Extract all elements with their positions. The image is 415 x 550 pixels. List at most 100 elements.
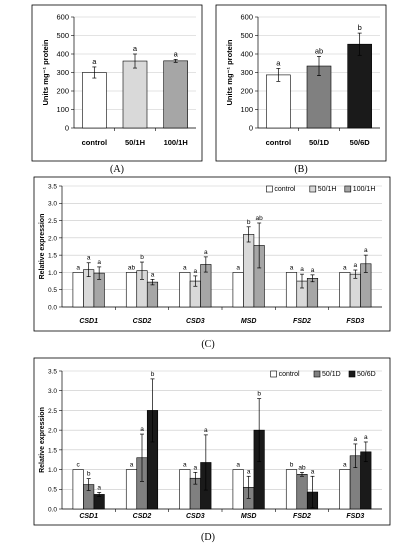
panel-d-bar	[179, 469, 191, 510]
panel-c-category-label: FSD2	[293, 318, 311, 325]
panel-d: 0.0 0.5 1.0 1.5 2.0 2.5 3.0 3.5 Relative express…	[33, 357, 391, 543]
panel-c-significance-letter: a	[151, 271, 155, 278]
panel-d-ytick-label: 2.0	[48, 428, 57, 435]
panel-a-bar	[82, 72, 107, 129]
panel-b-significance-letter: ab	[315, 46, 323, 55]
panel-c-legend-swatch	[266, 185, 273, 193]
panel-c-bar	[306, 278, 319, 308]
panel-d-significance-letter: c	[77, 462, 81, 469]
panel-c-bar	[285, 272, 298, 308]
panel-d-significance-letter: a	[247, 468, 251, 475]
panel-c: 0.0 0.5 1.0 1.5 2.0 2.5 3.0 3.5 Relative express…	[33, 176, 391, 350]
panel-d-legend-label: 50/6D	[357, 371, 376, 378]
panel-c-legend-label: control	[274, 186, 295, 193]
panel-c-significance-letter: a	[364, 247, 368, 254]
panel-d-significance-letter: a	[343, 462, 347, 469]
panel-d-bar	[285, 469, 298, 510]
panel-c-ytick-label: 1.0	[48, 270, 57, 277]
panel-c-bar	[179, 272, 191, 308]
panel-d-category-label: CSD3	[186, 513, 205, 520]
panel-d-bar	[296, 474, 308, 510]
panel-d-ytick-label: 1.5	[48, 447, 57, 454]
panel-a-category-label: control	[82, 138, 107, 147]
panel-c-significance-letter: ab	[128, 264, 136, 271]
panel-a-significance-letter: a	[133, 44, 138, 53]
panel-d-significance-letter: a	[183, 462, 187, 469]
panel-c-bar	[339, 272, 351, 308]
panel-c-significance-letter: b	[247, 219, 251, 226]
panel-d-significance-letter: a	[236, 462, 240, 469]
panel-a-ytick-label: 300	[56, 68, 69, 77]
panel-d-legend-swatch	[313, 370, 321, 378]
panel-a-ytick-label: 400	[56, 49, 69, 58]
panel-c-bar	[349, 273, 361, 308]
panel-b-plot: 0 100 200 300 400 500 600 Units mg⁻¹ protein con…	[225, 12, 380, 147]
panel-b-category-label: control	[266, 138, 291, 147]
panel-d-bar	[232, 469, 244, 510]
panel-c-bar	[232, 272, 244, 308]
panel-c-significance-letter: b	[140, 254, 144, 261]
panel-c-bar	[243, 234, 255, 308]
panel-c-legend-label: 50/1H	[318, 186, 337, 193]
panel-d-bar	[339, 469, 351, 510]
panel-b-ytick-label: 500	[240, 31, 253, 40]
panel-c-significance-letter: a	[290, 264, 294, 271]
panel-b-bar	[347, 43, 372, 129]
panel-d-category-label: CSD1	[79, 513, 98, 520]
panel-d-significance-letter: a	[194, 464, 198, 471]
panel-c-significance-letter: a	[354, 262, 358, 269]
panel-d-significance-letter: a	[311, 468, 315, 475]
panel-b-bar	[266, 74, 291, 129]
panel-d-significance-letter: b	[290, 462, 294, 469]
panel-a-ytick-label: 200	[56, 86, 69, 95]
panel-c-ytick-label: 1.5	[48, 253, 57, 260]
panel-d-label: (D)	[201, 532, 215, 543]
panel-d-y-axis-label: Relative expression	[39, 407, 46, 473]
panel-c-legend-label: 100/1H	[353, 186, 376, 193]
panel-c-significance-letter: a	[97, 259, 101, 266]
panel-a-ytick-label: 0	[65, 123, 69, 132]
panel-a: 0 100 200 300 400 500 600 Units mg⁻¹ protein con…	[31, 4, 203, 175]
panel-a-ytick-label: 100	[56, 105, 69, 114]
panel-c-ytick-label: 2.5	[48, 218, 57, 225]
panel-a-significance-letter: a	[92, 57, 97, 66]
panel-d-category-label: CSD2	[133, 513, 152, 520]
panel-a-ytick-label: 500	[56, 31, 69, 40]
panel-c-category-label: MSD	[241, 318, 257, 325]
panel-c-category-label: CSD1	[79, 318, 98, 325]
panel-d-legend-label: control	[279, 371, 300, 378]
panel-d-significance-letter: a	[204, 427, 208, 434]
panel-d-significance-letter: ab	[298, 464, 306, 471]
panel-d-category-label: FSD2	[293, 513, 311, 520]
panel-c-category-label: FSD3	[346, 318, 364, 325]
panel-d-significance-letter: b	[151, 371, 155, 378]
panel-b-ytick-label: 0	[249, 123, 253, 132]
panel-d-category-label: FSD3	[346, 513, 364, 520]
panel-d-ytick-label: 1.0	[48, 467, 57, 474]
panel-d-significance-letter: a	[364, 434, 368, 441]
panel-d-ytick-label: 3.5	[48, 368, 57, 375]
panel-b-category-label: 50/6D	[350, 138, 371, 147]
panel-c-category-label: CSD3	[186, 318, 205, 325]
panel-c-category-label: CSD2	[133, 318, 152, 325]
panel-d-ytick-label: 0.5	[48, 487, 57, 494]
panel-c-significance-letter: a	[343, 264, 347, 271]
panel-a-plot: 0 100 200 300 400 500 600 Units mg⁻¹ protein con…	[41, 12, 196, 147]
panel-c-legend-swatch	[309, 185, 317, 193]
panel-a-bar	[122, 60, 148, 129]
panel-d-ytick-label: 2.5	[48, 408, 57, 415]
panel-d-significance-letter: a	[140, 426, 144, 433]
panel-c-significance-letter: a	[87, 255, 91, 262]
panel-c-label: (C)	[201, 339, 214, 350]
panel-d-plot: 0.0 0.5 1.0 1.5 2.0 2.5 3.0 3.5 Relative express…	[39, 368, 382, 520]
panel-d-legend-swatch	[270, 370, 277, 378]
panel-c-significance-letter: a	[76, 264, 80, 271]
panel-c-ytick-label: 0.0	[48, 304, 57, 311]
panel-b-significance-letter: a	[276, 58, 281, 67]
panel-c-bar	[72, 272, 84, 308]
panel-d-bar	[72, 469, 84, 510]
panel-c-significance-letter: a	[194, 268, 198, 275]
panel-c-ytick-label: 0.5	[48, 287, 57, 294]
panel-c-plot: 0.0 0.5 1.0 1.5 2.0 2.5 3.0 3.5 Relative express…	[39, 183, 382, 325]
